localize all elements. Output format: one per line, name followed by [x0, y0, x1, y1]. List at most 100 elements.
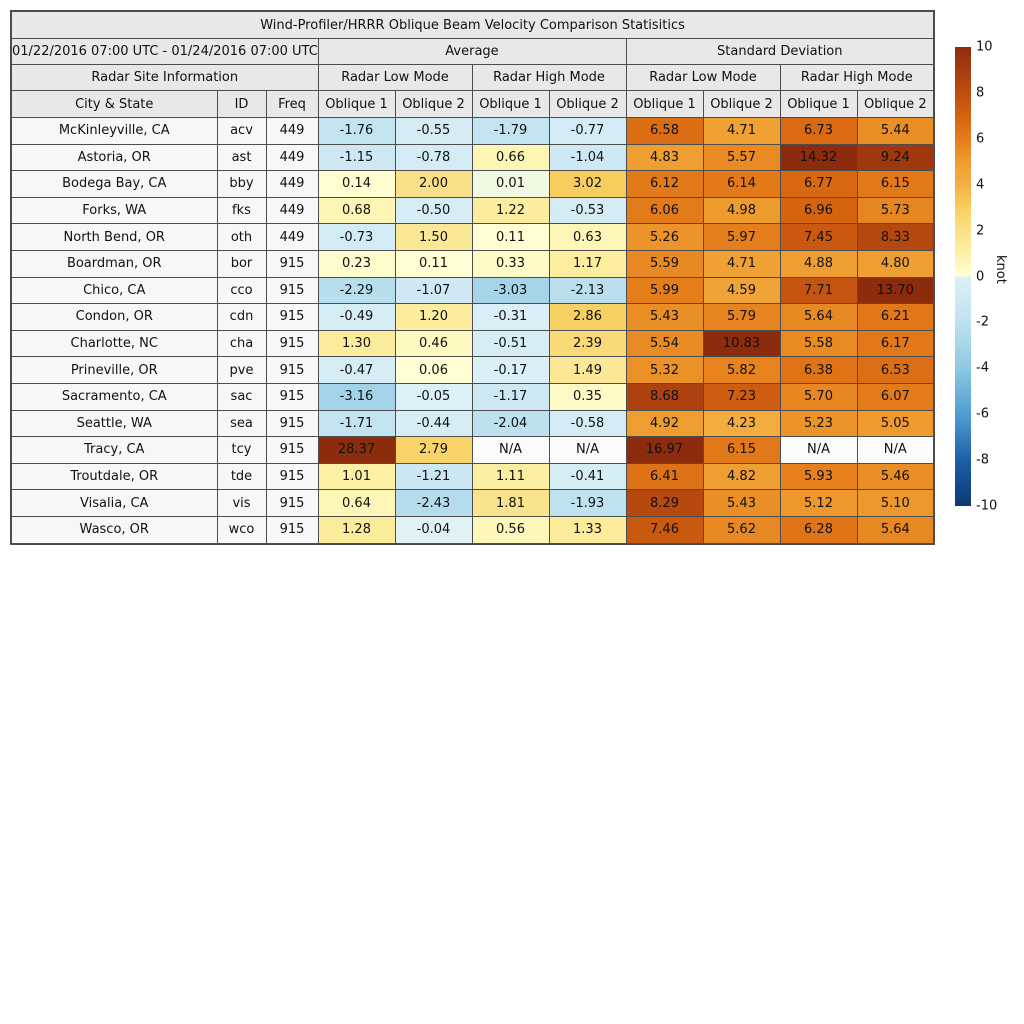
value-cell: -0.53 — [548, 196, 627, 225]
value-cell: 1.22 — [471, 196, 550, 225]
freq-cell: 915 — [265, 276, 319, 305]
site-info-header: Radar Site Information — [10, 64, 319, 91]
colorbar: 10 8 6 4 2 0 -2 -4 -6 -8 -10 knot — [955, 41, 1015, 513]
freq-cell: 449 — [265, 170, 319, 198]
value-cell: 0.64 — [317, 489, 396, 517]
value-cell: 0.63 — [548, 223, 627, 251]
value-cell: 5.23 — [779, 409, 858, 438]
value-cell: 2.79 — [394, 436, 473, 464]
value-cell: 0.14 — [317, 170, 396, 198]
value-cell: -1.71 — [317, 409, 396, 438]
value-cell: 5.82 — [702, 356, 781, 384]
value-cell: 7.45 — [779, 223, 858, 251]
value-cell: -0.50 — [394, 196, 473, 225]
col-header-oblique: Oblique 1 — [471, 90, 550, 118]
value-cell: -0.77 — [548, 117, 627, 145]
freq-cell: 915 — [265, 436, 319, 464]
city-cell: Bodega Bay, CA — [10, 170, 218, 198]
value-cell: -2.13 — [548, 276, 627, 305]
colorbar-tick-label: -8 — [976, 452, 989, 468]
colorbar-tick-label: 6 — [976, 131, 985, 147]
city-cell: Condon, OR — [10, 303, 218, 331]
table-row: McKinleyville, CA acv 449 -1.76 -0.55 -1.79 -0… — [10, 117, 935, 145]
value-cell: 4.59 — [702, 276, 781, 305]
colorbar-tick-label: 10 — [976, 39, 993, 55]
table-row: North Bend, OR oth 449 -0.73 1.50 0.11 0.63 5.2… — [10, 223, 935, 251]
city-cell: Forks, WA — [10, 196, 218, 225]
value-cell: 6.28 — [779, 515, 858, 545]
city-cell: Wasco, OR — [10, 515, 218, 545]
mode-header-avg-high: Radar High Mode — [471, 64, 627, 91]
value-cell: 1.20 — [394, 303, 473, 331]
value-cell: N/A — [779, 436, 858, 464]
figure-title: Wind-Profiler/HRRR Oblique Beam Velocity… — [10, 10, 935, 39]
freq-cell: 915 — [265, 409, 319, 438]
col-header-oblique: Oblique 1 — [625, 90, 704, 118]
period-label: 01/22/2016 07:00 UTC - 01/24/2016 07:00 … — [10, 38, 319, 65]
table-row: Visalia, CA vis 915 0.64 -2.43 1.81 -1.93 8.29 5… — [10, 489, 935, 517]
value-cell: -1.21 — [394, 462, 473, 491]
value-cell: -0.49 — [317, 303, 396, 331]
id-cell: wco — [216, 515, 267, 545]
freq-cell: 449 — [265, 223, 319, 251]
value-cell: 5.99 — [625, 276, 704, 305]
col-header-city-state: City & State — [10, 90, 218, 118]
table-row: Charlotte, NC cha 915 1.30 0.46 -0.51 2.39 5.54… — [10, 329, 935, 358]
value-cell: 2.00 — [394, 170, 473, 198]
id-cell: bby — [216, 170, 267, 198]
value-cell: 4.80 — [856, 249, 935, 278]
table-row: Wasco, OR wco 915 1.28 -0.04 0.56 1.33 7.46 5.62… — [10, 515, 935, 545]
value-cell: -0.78 — [394, 143, 473, 172]
value-cell: 6.38 — [779, 356, 858, 384]
freq-cell: 449 — [265, 143, 319, 172]
col-header-freq: Freq — [265, 90, 319, 118]
freq-cell: 915 — [265, 462, 319, 491]
value-cell: 0.56 — [471, 515, 550, 545]
value-cell: N/A — [856, 436, 935, 464]
value-cell: -1.17 — [471, 382, 550, 411]
city-cell: Chico, CA — [10, 276, 218, 305]
freq-cell: 915 — [265, 249, 319, 278]
value-cell: -0.17 — [471, 356, 550, 384]
colorbar-tick-label: 8 — [976, 85, 985, 101]
colorbar-tick-label: -2 — [976, 314, 989, 330]
value-cell: 5.32 — [625, 356, 704, 384]
value-cell: 0.11 — [394, 249, 473, 278]
value-cell: 5.43 — [702, 489, 781, 517]
table-row: Troutdale, OR tde 915 1.01 -1.21 1.11 -0.41 6.4… — [10, 462, 935, 491]
value-cell: 5.54 — [625, 329, 704, 358]
col-header-oblique: Oblique 2 — [702, 90, 781, 118]
value-cell: -2.29 — [317, 276, 396, 305]
city-cell: McKinleyville, CA — [10, 117, 218, 145]
value-cell: -0.05 — [394, 382, 473, 411]
colorbar-unit-label: knot — [993, 255, 1008, 284]
table-row: Astoria, OR ast 449 -1.15 -0.78 0.66 -1.04 4.83… — [10, 143, 935, 172]
id-cell: cha — [216, 329, 267, 358]
value-cell: 5.10 — [856, 489, 935, 517]
table-body: McKinleyville, CA acv 449 -1.76 -0.55 -1.79 -0… — [10, 117, 935, 545]
city-cell: North Bend, OR — [10, 223, 218, 251]
table-row: 01/22/2016 07:00 UTC - 01/24/2016 07:00 … — [10, 38, 935, 65]
group-header-std-deviation: Standard Deviation — [625, 38, 935, 65]
freq-cell: 915 — [265, 329, 319, 358]
value-cell: -3.16 — [317, 382, 396, 411]
value-cell: N/A — [471, 436, 550, 464]
value-cell: 7.23 — [702, 382, 781, 411]
value-cell: 28.37 — [317, 436, 396, 464]
colorbar-tick-label: 2 — [976, 223, 985, 239]
value-cell: 6.07 — [856, 382, 935, 411]
value-cell: 8.33 — [856, 223, 935, 251]
value-cell: -1.15 — [317, 143, 396, 172]
value-cell: 4.82 — [702, 462, 781, 491]
value-cell: 4.88 — [779, 249, 858, 278]
value-cell: 6.14 — [702, 170, 781, 198]
value-cell: 7.46 — [625, 515, 704, 545]
table-row: Condon, OR cdn 915 -0.49 1.20 -0.31 2.86 5.43 5.… — [10, 303, 935, 331]
table-row: Tracy, CA tcy 915 28.37 2.79 N/A N/A 16.97 6.15 N… — [10, 436, 935, 464]
value-cell: 5.46 — [856, 462, 935, 491]
value-cell: 4.83 — [625, 143, 704, 172]
table-row: Radar Site Information Radar Low Mode Ra… — [10, 64, 935, 91]
table-row: Forks, WA fks 449 0.68 -0.50 1.22 -0.53 6.06 4.9… — [10, 196, 935, 225]
value-cell: 1.28 — [317, 515, 396, 545]
value-cell: 5.12 — [779, 489, 858, 517]
